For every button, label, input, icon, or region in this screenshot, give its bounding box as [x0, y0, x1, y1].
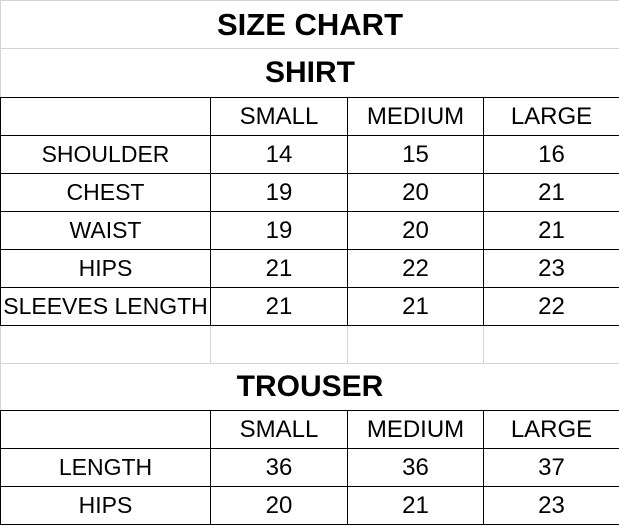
- cell: 21: [210, 287, 348, 326]
- cell: 36: [347, 448, 484, 487]
- cell: 36: [210, 448, 348, 487]
- cell: 20: [347, 211, 484, 250]
- cell: 37: [483, 448, 619, 487]
- column-header: LARGE: [483, 97, 619, 136]
- cell: 19: [210, 211, 348, 250]
- table-row: HIPS 20 21 23: [0, 486, 619, 525]
- empty-cell: [210, 325, 348, 364]
- empty-cell: [347, 325, 484, 364]
- row-label: CHEST: [0, 173, 211, 212]
- table-row: SHOULDER 14 15 16: [0, 135, 619, 174]
- cell: 20: [347, 173, 484, 212]
- row-label: SHOULDER: [0, 135, 211, 174]
- cell: 23: [483, 249, 619, 288]
- cell: 21: [347, 486, 484, 525]
- cell: 15: [347, 135, 484, 174]
- table-row: LENGTH 36 36 37: [0, 448, 619, 487]
- column-header: MEDIUM: [347, 97, 484, 136]
- column-header: MEDIUM: [347, 410, 484, 449]
- row-label: WAIST: [0, 211, 211, 250]
- row-label: SLEEVES LENGTH: [0, 287, 211, 326]
- cell: 21: [483, 173, 619, 212]
- cell: 16: [483, 135, 619, 174]
- shirt-heading: SHIRT: [0, 48, 619, 98]
- cell: 19: [210, 173, 348, 212]
- table-row: CHEST 19 20 21: [0, 173, 619, 212]
- column-header: LARGE: [483, 410, 619, 449]
- spacer-row: [0, 325, 619, 364]
- table-row: WAIST 19 20 21: [0, 211, 619, 250]
- cell: 20: [210, 486, 348, 525]
- table-row: HIPS 21 22 23: [0, 249, 619, 288]
- empty-cell: [483, 325, 619, 364]
- cell: 23: [483, 486, 619, 525]
- header-blank: [0, 410, 211, 449]
- cell: 22: [483, 287, 619, 326]
- cell: 21: [210, 249, 348, 288]
- page-title: SIZE CHART: [0, 0, 619, 49]
- row-label: HIPS: [0, 486, 211, 525]
- cell: 22: [347, 249, 484, 288]
- cell: 21: [483, 211, 619, 250]
- cell: 14: [210, 135, 348, 174]
- row-label: LENGTH: [0, 448, 211, 487]
- trouser-header-row: SMALL MEDIUM LARGE: [0, 410, 619, 449]
- cell: 21: [347, 287, 484, 326]
- empty-cell: [0, 325, 211, 364]
- shirt-header-row: SMALL MEDIUM LARGE: [0, 97, 619, 136]
- column-header: SMALL: [210, 97, 348, 136]
- row-label: HIPS: [0, 249, 211, 288]
- table-row: SLEEVES LENGTH 21 21 22: [0, 287, 619, 326]
- header-blank: [0, 97, 211, 136]
- trouser-heading: TROUSER: [0, 363, 619, 411]
- column-header: SMALL: [210, 410, 348, 449]
